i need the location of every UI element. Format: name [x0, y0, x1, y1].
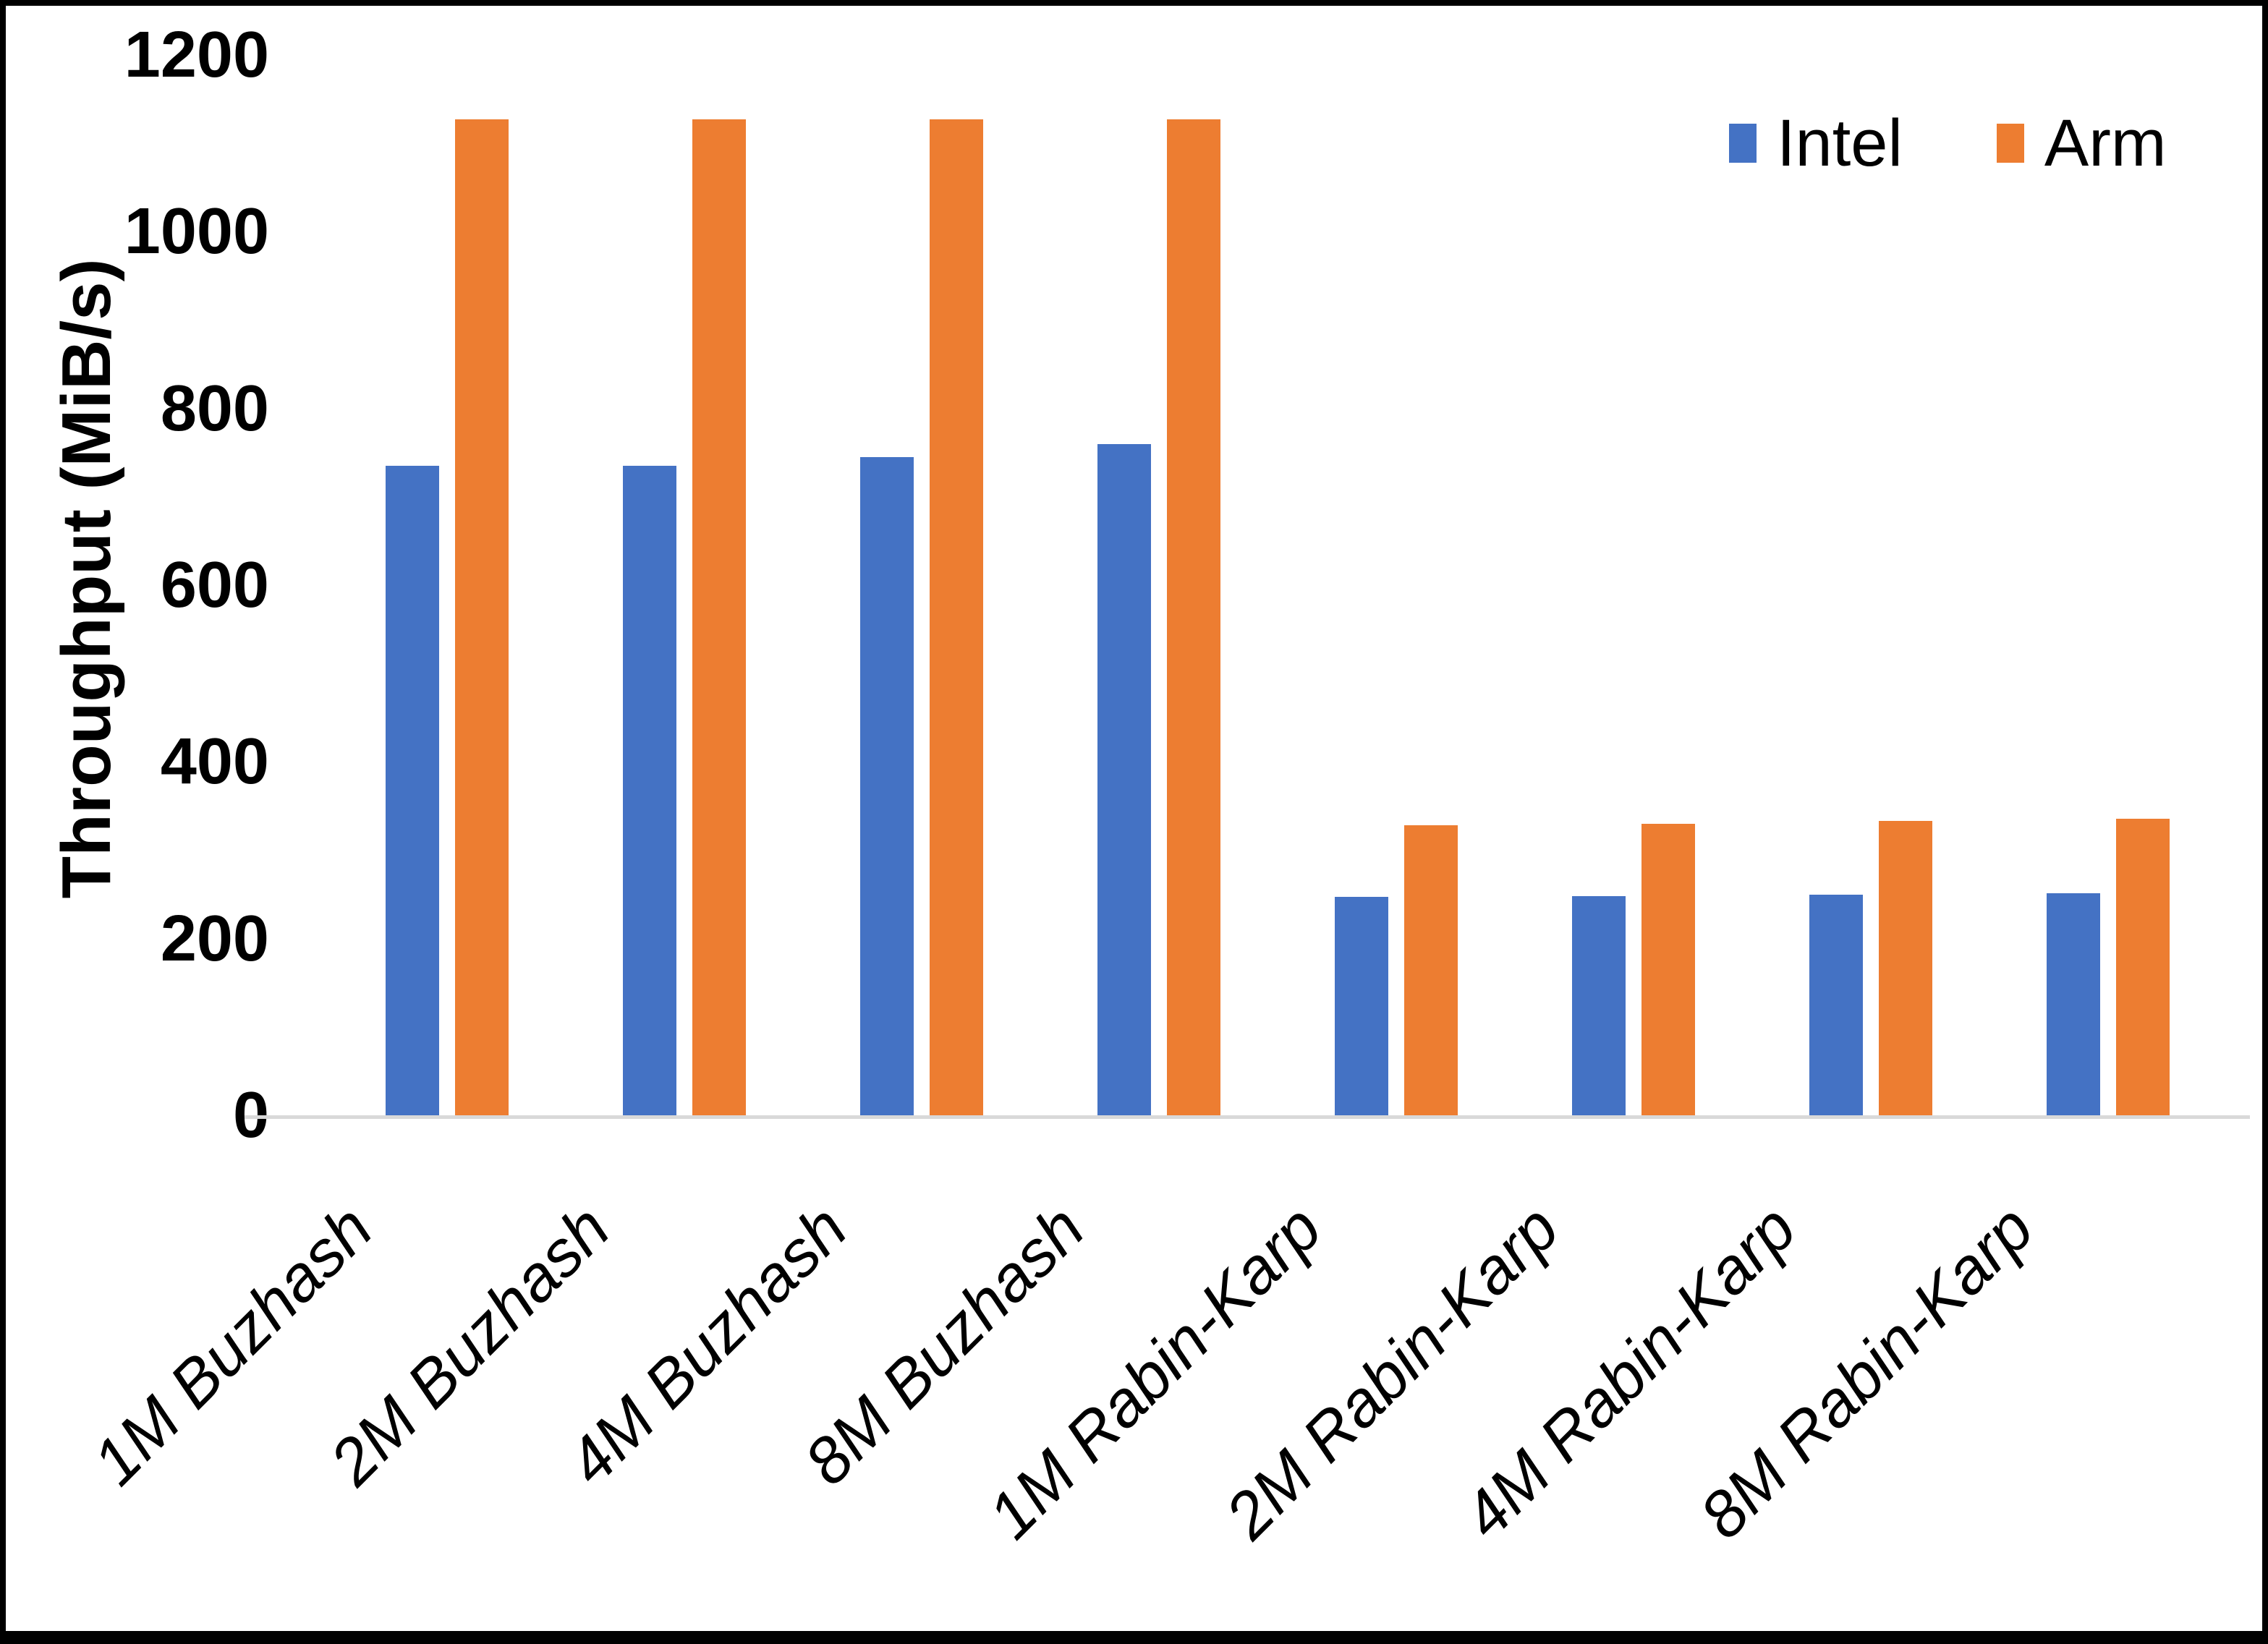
bar-arm-4m-rabin-karp — [1879, 821, 1932, 1115]
bar-intel-8m-rabin-karp — [2047, 893, 2100, 1115]
bar-intel-1m-rabin-karp — [1335, 897, 1388, 1115]
frame-border-bottom — [0, 1631, 2268, 1644]
legend-marker-intel — [1729, 124, 1757, 163]
frame-border-top — [0, 0, 2268, 6]
legend-label-intel: Intel — [1777, 106, 1903, 180]
legend-label-arm: Arm — [2044, 106, 2167, 180]
frame-border-right — [2262, 0, 2268, 1644]
bar-intel-8m-buzhash — [1097, 444, 1151, 1115]
y-tick-label-400: 400 — [160, 725, 269, 798]
x-axis-line — [245, 1115, 2250, 1119]
y-tick-label-200: 200 — [160, 902, 269, 975]
bar-arm-1m-rabin-karp — [1404, 825, 1458, 1115]
bar-intel-2m-rabin-karp — [1572, 896, 1626, 1115]
bar-intel-2m-buzhash — [623, 466, 676, 1115]
y-tick-label-1200: 1200 — [124, 19, 269, 91]
bar-arm-4m-buzhash — [930, 119, 983, 1115]
bar-intel-1m-buzhash — [386, 466, 439, 1115]
legend: Intel Arm — [1729, 107, 2167, 179]
legend-item-arm: Arm — [1996, 106, 2167, 180]
y-tick-label-600: 600 — [160, 549, 269, 621]
legend-marker-arm — [1996, 124, 2024, 163]
bar-intel-4m-buzhash — [860, 457, 914, 1115]
y-tick-label-800: 800 — [160, 372, 269, 445]
y-tick-label-1000: 1000 — [124, 195, 269, 268]
bar-arm-2m-rabin-karp — [1641, 824, 1695, 1115]
frame-border-left — [0, 0, 6, 1644]
bar-arm-1m-buzhash — [455, 119, 509, 1115]
bar-arm-8m-buzhash — [1167, 119, 1220, 1115]
y-tick-label-0: 0 — [232, 1079, 269, 1151]
legend-item-intel: Intel — [1729, 107, 1903, 179]
bar-intel-4m-rabin-karp — [1809, 895, 1863, 1115]
bar-arm-2m-buzhash — [692, 119, 746, 1115]
bar-arm-8m-rabin-karp — [2116, 819, 2170, 1115]
